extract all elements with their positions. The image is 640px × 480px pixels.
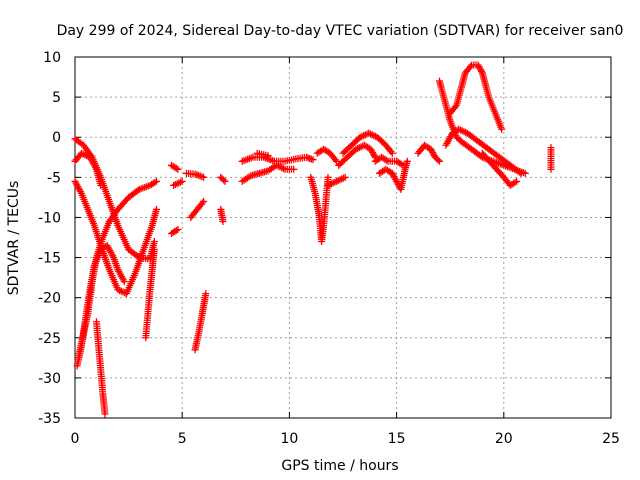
series-arc-u	[324, 173, 349, 189]
data-point	[309, 156, 317, 164]
y-tick-label: 5	[52, 90, 61, 106]
data-point	[517, 169, 525, 177]
data-point	[498, 125, 506, 133]
data-point	[172, 226, 180, 234]
data-point	[331, 156, 339, 164]
y-tick-label: -15	[38, 251, 61, 267]
data-point	[172, 164, 180, 172]
data-point	[152, 177, 160, 185]
series-arc-m	[191, 290, 210, 354]
axis-ticks: 0 5 10 15 20 25 -35 -30 -25 -20 -15 -10 -5 0 5 10	[38, 50, 620, 447]
data-point	[382, 156, 390, 164]
series-arc-ae	[478, 149, 521, 189]
data-points	[71, 61, 555, 418]
series-arc-n	[217, 205, 227, 225]
x-tick-label: 5	[178, 431, 187, 447]
data-point	[388, 149, 396, 157]
y-tick-label: -10	[38, 210, 61, 226]
chart-title: Day 299 of 2024, Sidereal Day-to-day VTE…	[57, 23, 624, 39]
series-arc-g	[142, 246, 158, 342]
data-point	[478, 67, 486, 75]
data-point	[200, 173, 208, 181]
x-axis-label: GPS time / hours	[281, 458, 398, 474]
series-arc-v	[339, 129, 396, 157]
data-point	[370, 152, 378, 160]
data-point	[435, 157, 443, 165]
y-tick-label: -20	[38, 291, 61, 307]
data-point	[151, 178, 159, 186]
series-arc-ac	[442, 125, 525, 177]
data-point	[264, 152, 272, 160]
data-point	[97, 181, 105, 189]
data-point	[219, 217, 227, 225]
grid	[75, 57, 611, 418]
y-axis-label: SDTVAR / TECUs	[6, 181, 22, 296]
series-arc-f	[92, 318, 109, 418]
data-point	[333, 157, 341, 165]
data-point	[150, 238, 158, 246]
series-arc-t	[313, 145, 341, 165]
data-point	[120, 278, 128, 286]
series-arc-j	[167, 225, 182, 237]
series-arc-y	[375, 157, 411, 193]
data-point	[403, 157, 411, 165]
y-tick-label: 0	[52, 130, 61, 146]
data-point	[466, 63, 474, 71]
data-point	[397, 160, 405, 168]
data-point	[178, 177, 186, 185]
data-point	[200, 197, 208, 205]
data-point	[341, 173, 349, 181]
data-point	[101, 410, 109, 418]
data-point	[451, 103, 459, 111]
data-point	[324, 173, 332, 181]
series-arc-r	[253, 149, 272, 160]
x-tick-label: 0	[71, 431, 80, 447]
series-arc-e	[73, 242, 128, 370]
x-tick-label: 20	[495, 431, 513, 447]
data-point	[221, 177, 229, 185]
series-arc-x	[371, 153, 407, 169]
data-point	[547, 165, 555, 173]
series-arc-c	[71, 177, 160, 298]
series-arc-o	[217, 173, 229, 185]
x-tick-label: 15	[388, 431, 406, 447]
data-point	[511, 178, 519, 186]
data-point	[387, 148, 395, 156]
series-arc-z	[414, 141, 435, 157]
series-arc-k	[182, 169, 208, 181]
data-point	[152, 205, 160, 213]
data-point	[290, 165, 298, 173]
data-point	[515, 168, 523, 176]
series-arc-q	[238, 161, 298, 185]
series-arc-i	[170, 177, 186, 189]
x-tick-label: 25	[602, 431, 620, 447]
series-arc-aa	[427, 145, 443, 165]
series-arc-af	[547, 144, 555, 173]
series-arc-w	[335, 141, 379, 169]
data-point	[174, 165, 182, 173]
y-tick-label: -30	[38, 371, 61, 387]
data-point	[174, 225, 182, 233]
y-tick-label: 10	[43, 50, 61, 66]
series-arc-l	[187, 197, 208, 221]
data-point	[202, 290, 210, 298]
x-tick-label: 10	[280, 431, 298, 447]
series-arc-b	[71, 149, 105, 189]
data-point	[150, 246, 158, 254]
series-arc-s	[307, 173, 332, 246]
data-point	[513, 177, 521, 185]
y-tick-label: -25	[38, 331, 61, 347]
y-tick-label: -35	[38, 411, 61, 427]
plot-frame	[74, 56, 612, 419]
data-point	[220, 176, 228, 184]
series-arc-h	[167, 161, 182, 173]
series-arc-ad	[446, 61, 506, 133]
y-tick-label: -5	[47, 170, 61, 186]
data-point	[434, 156, 442, 164]
series-arc-ab	[435, 77, 529, 177]
data-point	[198, 199, 206, 207]
